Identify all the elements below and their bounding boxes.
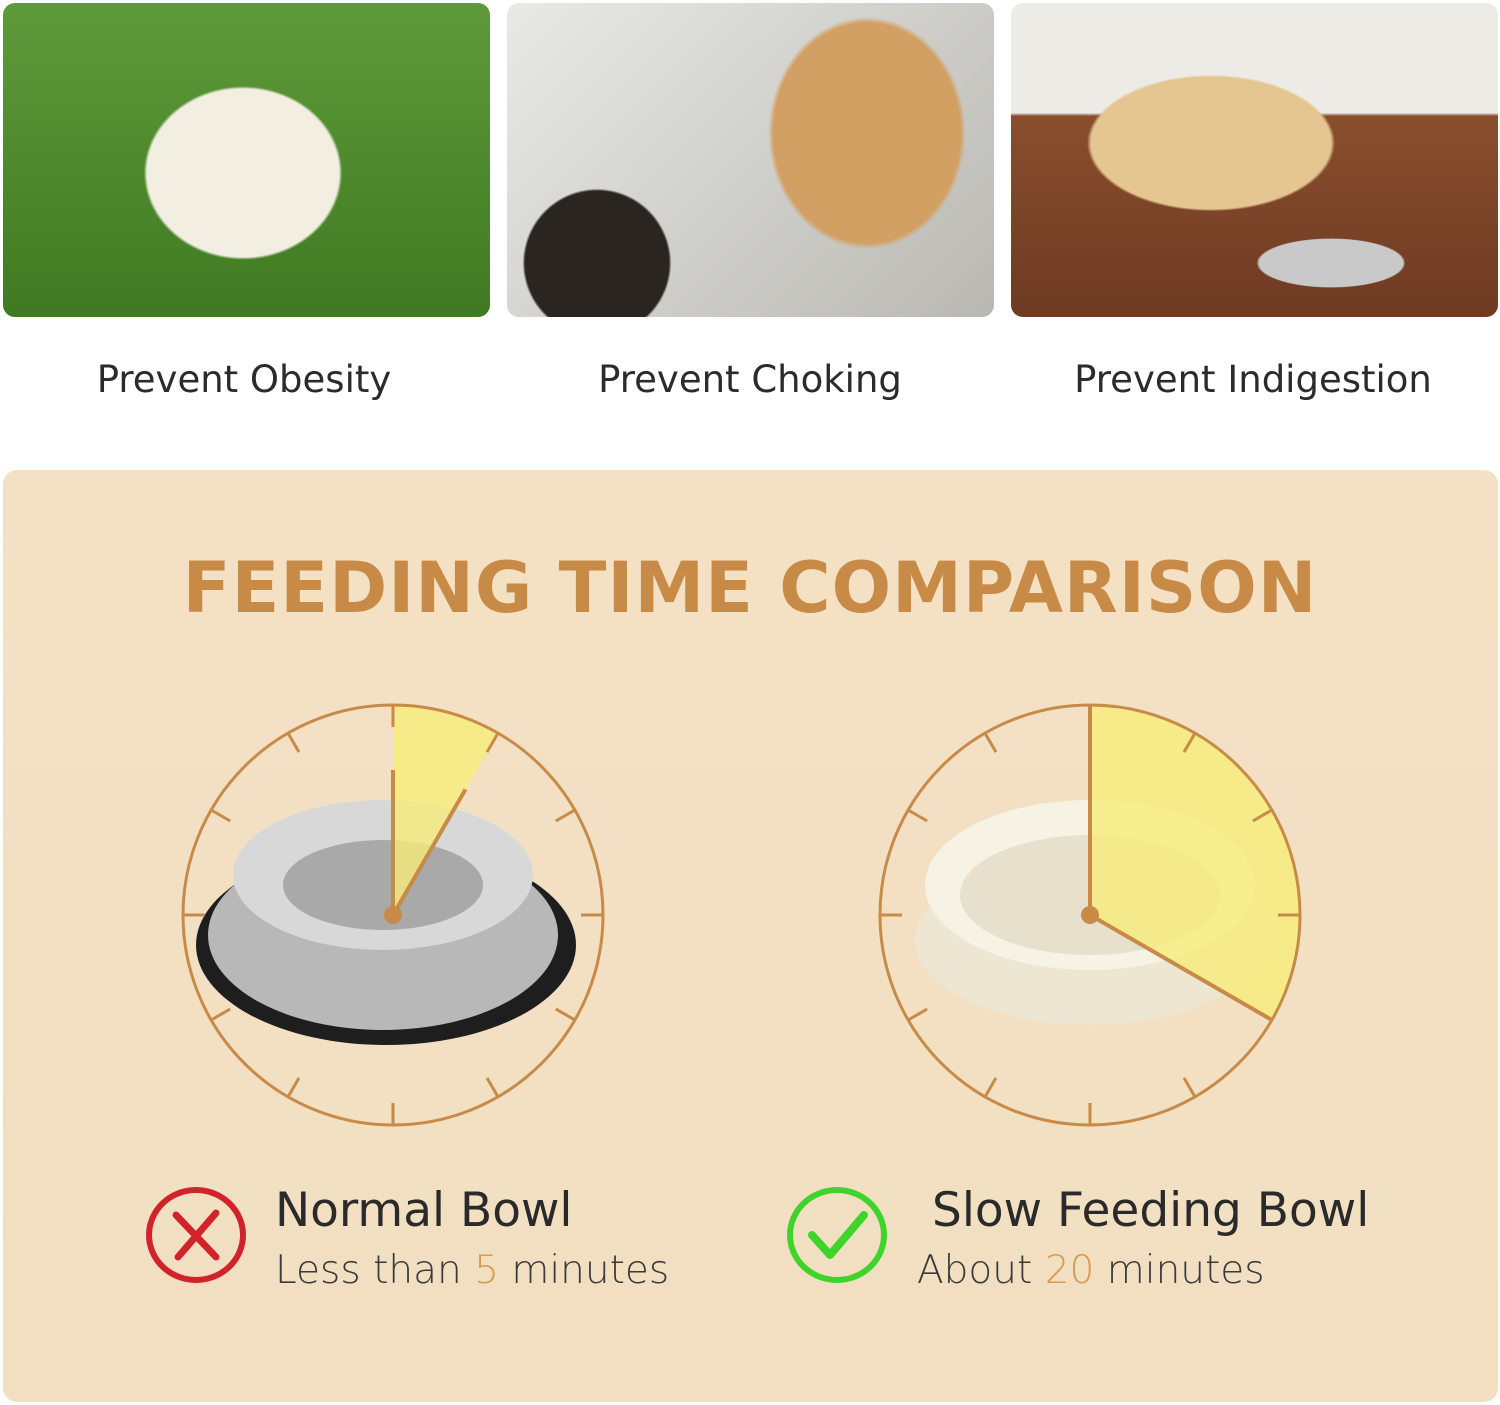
clock-tick xyxy=(907,808,928,823)
slow-bowl-label: Slow Feeding Bowl xyxy=(932,1183,1370,1238)
slow-bowl-time: About 20 minutes xyxy=(917,1248,1265,1293)
time-suffix: minutes xyxy=(1094,1248,1265,1293)
caption-obesity: Prevent Obesity xyxy=(96,358,392,401)
clock-tick xyxy=(1182,1077,1197,1098)
time-suffix: minutes xyxy=(498,1248,670,1293)
clock-tick xyxy=(210,808,231,823)
clock-tick xyxy=(286,1077,301,1098)
x-circle-icon xyxy=(146,1187,246,1283)
obese-pug-photo xyxy=(3,3,490,317)
caption-choking: Prevent Choking xyxy=(598,358,902,401)
elapsed-time-wedge xyxy=(393,705,498,915)
normal-bowl-label: Normal Bowl xyxy=(275,1183,573,1238)
clock-tick xyxy=(983,732,998,753)
clock-tick xyxy=(555,808,576,823)
caption-indigestion: Prevent Indigestion xyxy=(1074,358,1432,401)
clock-center xyxy=(384,906,402,924)
time-prefix: About xyxy=(917,1248,1045,1293)
clock-tick xyxy=(286,732,301,753)
clock-tick xyxy=(210,1007,231,1022)
clock-tick xyxy=(485,1077,500,1098)
normal-bowl-clock xyxy=(181,703,605,1127)
steel-bowl-base xyxy=(283,840,483,930)
time-prefix: Less than xyxy=(275,1248,475,1293)
clock-hand-end xyxy=(1088,913,1273,1022)
elapsed-time-wedge xyxy=(1090,705,1300,1020)
clock-tick xyxy=(485,732,500,753)
slow-bowl-clock xyxy=(878,703,1302,1127)
dog-lying-by-bowl-photo xyxy=(1011,3,1498,317)
clock-tick xyxy=(555,1007,576,1022)
comparison-title: FEEDING TIME COMPARISON xyxy=(182,547,1318,629)
time-value: 20 xyxy=(1044,1248,1095,1293)
clock-hand-end xyxy=(391,788,468,916)
clock-tick xyxy=(1252,808,1273,823)
clock-tick xyxy=(983,1077,998,1098)
check-circle-icon xyxy=(787,1187,887,1283)
clock-center xyxy=(1081,906,1099,924)
clock-tick xyxy=(1182,732,1197,753)
normal-bowl-time: Less than 5 minutes xyxy=(275,1248,669,1293)
time-value: 5 xyxy=(474,1248,499,1293)
clock-tick xyxy=(907,1007,928,1022)
choking-dog-photo xyxy=(507,3,994,317)
